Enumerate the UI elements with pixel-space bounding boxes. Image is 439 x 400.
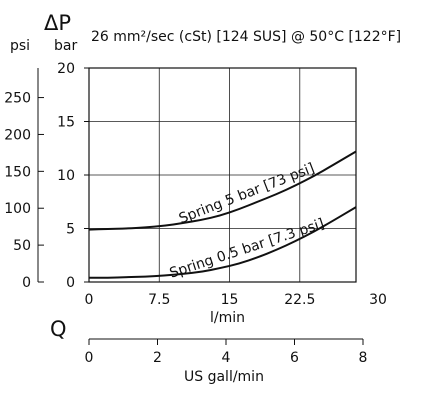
series-label: Spring 5 bar [73 psi] [177,160,317,227]
psi-tick-label: 250 [4,91,31,107]
psi-tick-label: 0 [22,275,31,291]
x-tick-label: 0 [85,292,94,308]
psi-tick-label: 150 [4,164,31,180]
bar-axis: 0 5 10 15 20 [57,61,89,291]
psi-tick-label: 200 [4,127,31,143]
gpm-tick-label: 6 [290,350,299,366]
psi-axis: 0 50 100 150 200 250 [4,68,44,291]
gpm-tick-label: 0 [85,350,94,366]
y-axis-symbol: ΔP [44,11,71,35]
grid-lines [89,68,356,282]
bar-tick-label: 15 [57,115,75,131]
x-tick-label: 7.5 [148,292,170,308]
bar-tick-label: 5 [66,222,75,238]
x-axis-unit-label: l/min [210,310,245,326]
gpm-tick-label: 4 [222,350,231,366]
series-label: Spring 0.5 bar [7.3 psi] [168,216,327,282]
series-line [88,150,357,231]
gpm-tick-label: 8 [359,350,368,366]
x-tick-label: 22.5 [284,292,315,308]
gpm-unit-label: US gall/min [184,369,264,385]
gpm-axis: 0 2 4 6 8 [85,338,368,366]
bar-tick-label: 0 [66,275,75,291]
series-line [89,206,357,279]
bar-tick-label: 20 [57,61,75,77]
chart-title: 26 mm²/sec (cSt) [124 SUS] @ 50°C [122°F… [91,29,401,45]
gpm-tick-label: 2 [153,350,162,366]
x-tick-label: 15 [221,292,239,308]
x-axis: 0 7.5 15 22.5 30 [85,292,387,308]
bar-unit-label: bar [54,38,77,54]
psi-tick-label: 50 [13,238,31,254]
psi-unit-label: psi [10,38,30,54]
x-axis-symbol: Q [50,317,67,341]
bar-tick-label: 10 [57,168,75,184]
series-group: Spring 5 bar [73 psi]Spring 0.5 bar [7.3… [88,150,357,282]
x-tick-label-overflow: 30 [369,292,387,308]
psi-tick-label: 100 [4,201,31,217]
